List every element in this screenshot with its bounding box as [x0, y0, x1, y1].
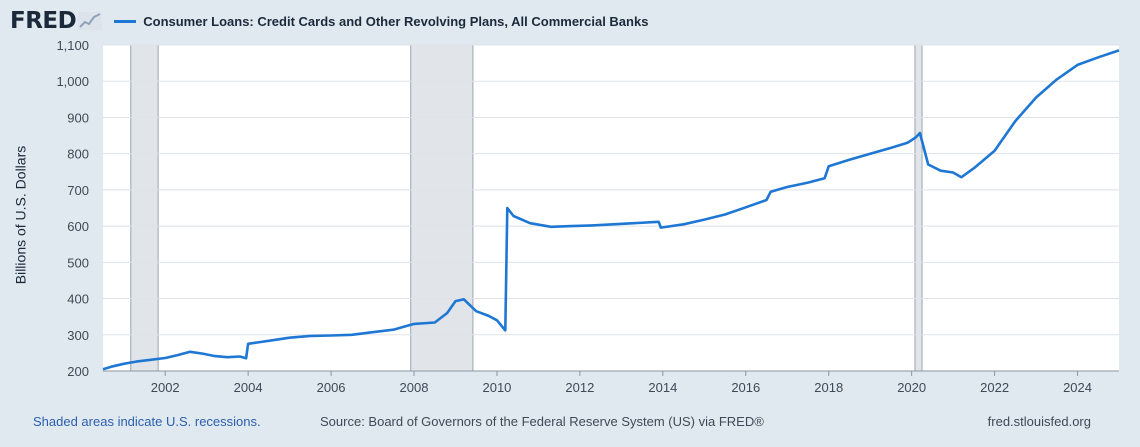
fred-logo-text: FRED: [10, 8, 77, 34]
x-tick-label: 2016: [731, 380, 760, 395]
x-tick-label: 2006: [317, 380, 346, 395]
recession-band-2: [914, 45, 923, 371]
y-tick-label: 400: [67, 292, 89, 307]
source-note: Source: Board of Governors of the Federa…: [320, 414, 764, 429]
x-tick-label: 2008: [400, 380, 429, 395]
y-tick-label: 200: [67, 364, 89, 379]
x-tick-label: 2002: [151, 380, 180, 395]
y-tick-label: 600: [67, 219, 89, 234]
x-tick-label: 2010: [482, 380, 511, 395]
line-chart-icon: [78, 12, 103, 30]
recession-band-0: [130, 45, 159, 371]
y-tick-label: 500: [67, 255, 89, 270]
x-tick-labels: 2002 2004 2006 2008 2010 2012 2014 2016 2018 2020…: [103, 370, 1119, 395]
recession-note[interactable]: Shaded areas indicate U.S. recessions.: [33, 414, 261, 429]
x-tick-label: 2012: [565, 380, 594, 395]
fred-logo[interactable]: FRED: [10, 8, 103, 34]
recession-shading: [130, 45, 923, 371]
x-tick-label: 2004: [234, 380, 263, 395]
chart-header: FRED Consumer Loans: Credit Cards and Ot…: [10, 6, 648, 36]
fred-url[interactable]: fred.stlouisfed.org: [987, 414, 1091, 429]
y-tick-label: 300: [67, 328, 89, 343]
legend-swatch: [114, 19, 137, 23]
y-tick-label: 800: [67, 147, 89, 162]
x-tick-label: 2022: [980, 380, 1009, 395]
y-tick-label: 700: [67, 183, 89, 198]
x-tick-label: 2018: [814, 380, 843, 395]
series-line-0: [102, 49, 1120, 371]
recession-band-1: [410, 45, 473, 371]
x-tick-label: 2024: [1063, 380, 1092, 395]
plot-area: [103, 45, 1119, 371]
y-tick-label: 900: [67, 110, 89, 125]
x-tick-label: 2020: [897, 380, 926, 395]
y-tick-labels: 200 300 400 500 600 700 800 900 1,000 1,100: [56, 38, 89, 379]
y-tick-label: 1,000: [56, 74, 89, 89]
x-tick-label: 2014: [648, 380, 677, 395]
y-tick-label: 1,100: [56, 38, 89, 53]
series-layer: [102, 49, 1120, 371]
chart-title: Consumer Loans: Credit Cards and Other R…: [143, 13, 649, 29]
